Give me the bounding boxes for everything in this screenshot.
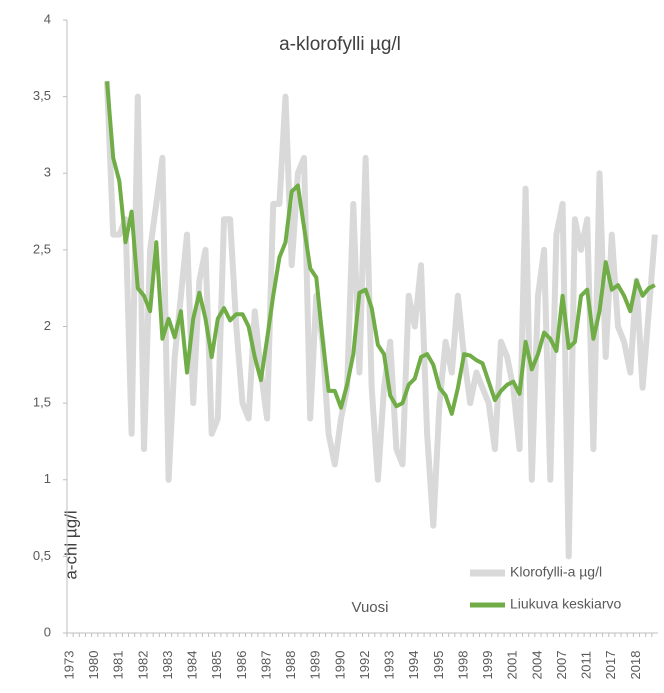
y-tick-label: 2 (44, 318, 51, 333)
chart-title: a-klorofylli µg/l (279, 34, 401, 55)
x-tick-label: 1992 (357, 651, 372, 680)
x-tick-label: 2007 (554, 651, 569, 680)
x-tick-label: 1986 (234, 651, 249, 680)
x-tick-label: 1995 (431, 651, 446, 680)
y-tick-label: 0,5 (33, 548, 51, 563)
series-line (104, 81, 658, 560)
x-tick-label: 2011 (579, 651, 594, 679)
x-tick-label: 1993 (382, 651, 397, 680)
x-tick-label: 1989 (308, 651, 323, 680)
x-tick-label: 1980 (86, 651, 101, 680)
y-tick-label: 3 (44, 165, 51, 180)
legend-label: Klorofylli-a µg/l (510, 564, 602, 580)
x-tick-label: 1999 (480, 651, 495, 680)
x-tick-label: 1987 (258, 651, 273, 680)
y-tick-label: 2,5 (33, 241, 51, 256)
legend-label: Liukuva keskiarvo (510, 596, 621, 612)
y-tick-label: 3,5 (33, 88, 51, 103)
series-line (105, 81, 656, 416)
x-tick-label: 1994 (406, 651, 421, 680)
x-tick-label: 1973 (61, 651, 76, 680)
x-tick-label: 2001 (505, 651, 520, 680)
x-tick-label: 1983 (160, 651, 175, 680)
x-axis-label: Vuosi (352, 599, 389, 616)
y-tick-label: 1,5 (33, 395, 51, 410)
y-axis-label: a-chl µg/l (61, 510, 80, 579)
x-tick-label: 1988 (283, 651, 298, 680)
x-tick-label: 1984 (185, 651, 200, 680)
x-tick-label: 1985 (209, 651, 224, 680)
y-tick-label: 4 (44, 11, 51, 26)
x-tick-label: 1998 (455, 651, 470, 680)
x-tick-label: 1982 (135, 651, 150, 680)
y-tick-label: 1 (44, 471, 51, 486)
x-tick-label: 2018 (628, 651, 643, 680)
x-tick-label: 2004 (529, 651, 544, 680)
x-tick-label: 1981 (111, 651, 126, 680)
x-tick-label: 1990 (332, 651, 347, 680)
y-tick-label: 0 (44, 624, 51, 639)
x-tick-label: 2017 (603, 651, 618, 680)
